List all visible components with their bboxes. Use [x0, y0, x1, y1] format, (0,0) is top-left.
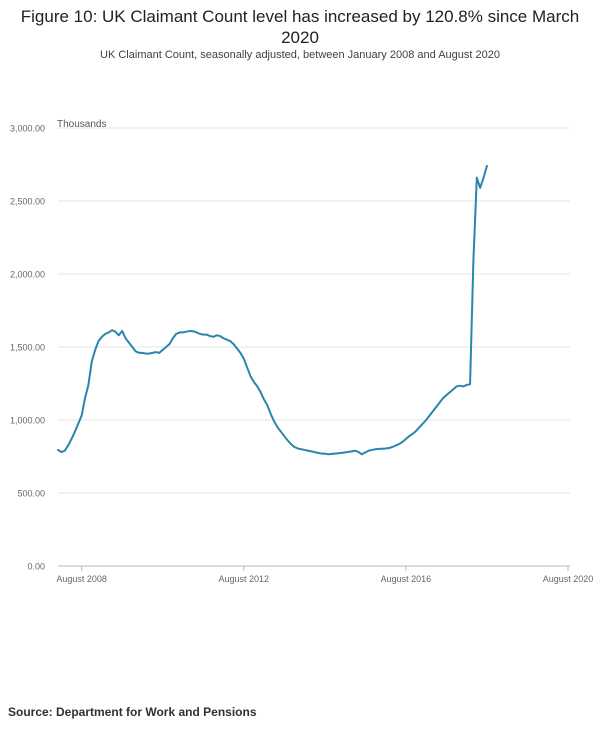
y-tick-label: 1,000.00 — [10, 416, 45, 426]
chart-title: Figure 10: UK Claimant Count level has i… — [20, 7, 580, 47]
source-note: Source: Department for Work and Pensions — [8, 705, 257, 719]
y-tick-label: 2,500.00 — [10, 197, 45, 207]
y-tick-label: 0.00 — [27, 562, 45, 572]
x-tick-label: August 2012 — [218, 574, 269, 584]
y-axis-label: Thousands — [57, 119, 106, 130]
x-tick-label: August 2016 — [381, 574, 432, 584]
y-tick-label: 500.00 — [17, 489, 45, 499]
x-tick-label: August 2020 — [543, 574, 594, 584]
series-line — [57, 164, 488, 456]
y-tick-label: 3,000.00 — [10, 124, 45, 134]
y-tick-label: 1,500.00 — [10, 343, 45, 353]
chart-subtitle: UK Claimant Count, seasonally adjusted, … — [100, 49, 500, 61]
x-tick-label: August 2008 — [56, 574, 107, 584]
y-tick-label: 2,000.00 — [10, 270, 45, 280]
